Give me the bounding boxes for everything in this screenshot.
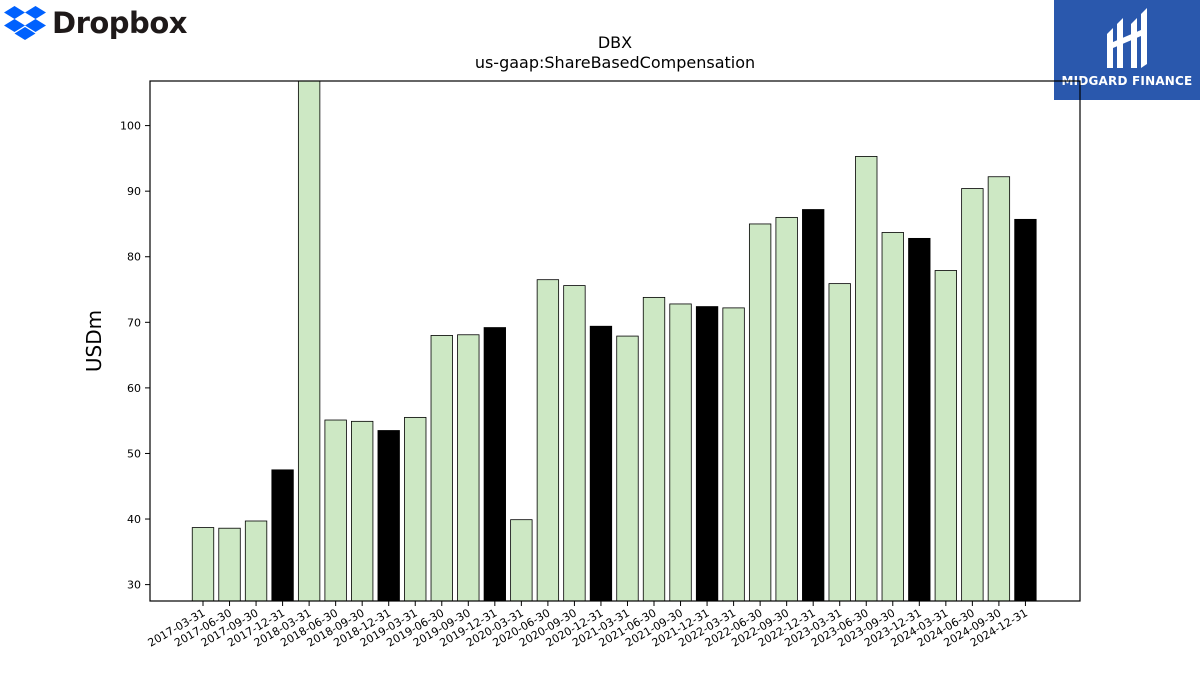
bar-2019-06-30 [430,335,453,601]
midgard-wordmark: MIDGARD FINANCE [1061,74,1193,88]
bar-2017-06-30 [218,527,241,601]
plot-frame [149,80,1081,602]
bar-2017-03-31 [191,527,215,601]
bar-2023-06-30 [855,156,878,601]
bar-2023-03-31 [828,283,851,601]
y-tick-label: 90 [127,185,141,198]
bar-2022-12-31 [802,209,825,601]
bar-2017-12-31 [271,469,294,601]
y-tick-label: 30 [127,579,141,592]
bar-2024-03-31 [934,270,957,601]
bar-2024-12-31 [1014,218,1037,601]
bar-2021-09-30 [669,303,692,601]
y-tick-label: 40 [127,513,141,526]
bar-2021-03-31 [616,335,639,601]
bar-2019-03-31 [404,416,427,601]
bar-2022-09-30 [775,216,798,601]
bars-group [191,81,1037,601]
y-tick-label: 100 [120,120,141,133]
x-axis: 2017-03-312017-06-302017-09-302017-12-31… [146,601,1030,650]
bar-2023-09-30 [881,232,904,601]
bar-2024-09-30 [987,176,1011,601]
y-axis: 30 40 50 60 70 80 90 100 [120,120,150,592]
bar-2020-06-30 [536,279,560,601]
y-tick-label: 70 [127,316,141,329]
bar-2018-03-31 [297,81,321,601]
bar-2017-09-30 [244,520,268,601]
bar-2021-12-31 [695,306,719,601]
bar-2018-09-30 [351,420,374,601]
chart-title: DBX [598,33,632,52]
bar-2019-12-31 [483,327,506,601]
bar-2020-03-31 [510,519,533,601]
bar-2022-06-30 [748,223,772,601]
bar-2018-06-30 [324,419,347,601]
bar-2019-09-30 [457,334,480,601]
midgard-mark-icon [1107,8,1147,68]
bar-2020-09-30 [563,285,586,601]
y-tick-label: 80 [127,251,141,264]
chart-subtitle: us-gaap:ShareBasedCompensation [475,53,755,72]
bar-2022-03-31 [722,307,745,601]
dropbox-logo: Dropbox [4,4,187,42]
y-axis-label: USDm [82,310,106,372]
dropbox-box-icon [4,6,46,40]
dropbox-wordmark: Dropbox [52,6,187,40]
bar-2018-12-31 [377,430,400,601]
bar-2023-12-31 [908,237,931,601]
bar-2020-12-31 [589,325,613,601]
y-tick-label: 50 [127,447,141,460]
y-tick-label: 60 [127,382,141,395]
bar-2021-06-30 [642,296,666,601]
midgard-finance-logo: MIDGARD FINANCE [1054,0,1200,100]
bar-2024-06-30 [961,188,984,601]
